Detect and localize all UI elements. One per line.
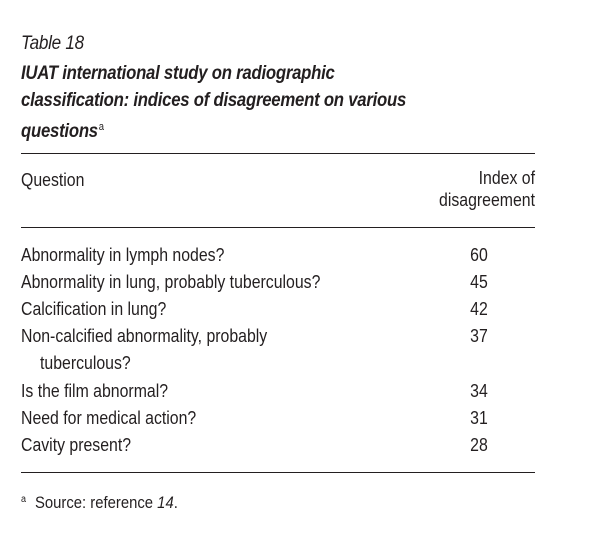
column-header-question: Question [21, 170, 85, 190]
footnote-end: . [173, 494, 178, 512]
footnote-reference: 14 [157, 494, 174, 512]
table-row-question: Is the film abnormal? [21, 381, 169, 401]
title-footnote-mark: a [98, 121, 104, 133]
bottom-rule [21, 472, 535, 473]
column-header-index-line2: disagreement [439, 190, 535, 210]
table-row-question: Non-calcified abnormality, probably [21, 326, 268, 346]
table-label: Table 18 [21, 33, 84, 54]
header-rule [21, 227, 535, 228]
table-row-value: 37 [470, 326, 488, 346]
table-row-question-continued: tuberculous? [40, 353, 131, 373]
table-title: IUAT international study on radiographic… [21, 60, 503, 145]
table-row-value: 34 [470, 381, 488, 401]
top-rule [21, 153, 535, 154]
table-row-question: Need for medical action? [21, 408, 197, 428]
footnote-text: Source: reference [35, 494, 158, 512]
table-row-question: Calcification in lung? [21, 299, 167, 319]
table-row-question: Abnormality in lymph nodes? [21, 245, 225, 265]
footnote-mark: a [21, 494, 27, 505]
table-row-question: Abnormality in lung, probably tuberculou… [21, 272, 321, 292]
table-row-value: 31 [470, 408, 488, 428]
column-header-index-line1: Index of [478, 168, 535, 188]
footnote: a Source: reference 14. [21, 488, 178, 515]
table-title-text: IUAT international study on radiographic… [21, 62, 407, 142]
table-row-value: 28 [470, 435, 488, 455]
table-row-question: Cavity present? [21, 435, 132, 455]
table-row-value: 42 [470, 299, 488, 319]
column-header-index: Index of disagreement [421, 167, 535, 211]
table-row-value: 60 [470, 245, 488, 265]
table-row-value: 45 [470, 272, 488, 292]
